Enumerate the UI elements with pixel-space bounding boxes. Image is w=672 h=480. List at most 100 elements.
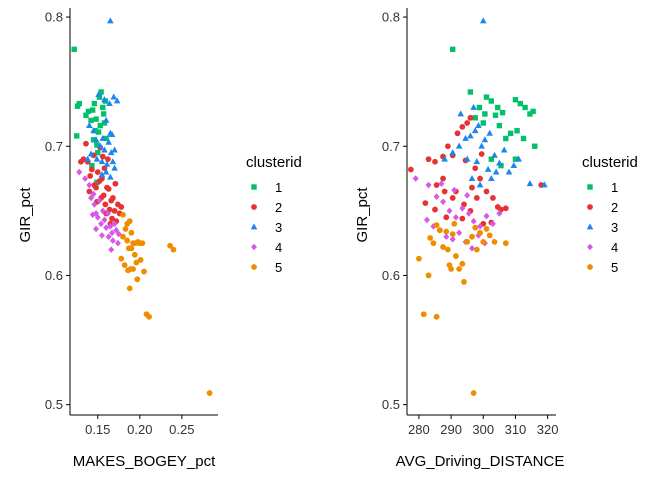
- y-tick-label: 0.6: [382, 268, 400, 283]
- data-point-cluster-5: [133, 259, 140, 266]
- data-point-cluster-5: [473, 246, 480, 253]
- data-point-cluster-4: [440, 198, 447, 206]
- data-point-cluster-2: [440, 175, 446, 182]
- y-axis-title: GIR_pct: [354, 187, 371, 243]
- data-point-cluster-1: [530, 108, 536, 115]
- data-point-cluster-4: [451, 186, 458, 194]
- data-point-cluster-5: [449, 231, 456, 238]
- data-point-cluster-3: [449, 149, 456, 156]
- data-point-cluster-3: [90, 127, 97, 134]
- y-axis-title: GIR_pct: [17, 187, 34, 243]
- data-point-cluster-5: [448, 266, 454, 272]
- data-point-cluster-4: [423, 216, 430, 224]
- data-point-cluster-2: [454, 130, 461, 137]
- data-point-cluster-1: [88, 117, 94, 124]
- data-point-cluster-3: [496, 159, 503, 166]
- data-point-cluster-2: [449, 195, 456, 201]
- data-point-cluster-3: [107, 149, 115, 156]
- data-point-cluster-3: [110, 93, 118, 100]
- x-tick-label: 0.20: [127, 422, 152, 437]
- data-point-cluster-2: [478, 151, 485, 157]
- data-point-cluster-3: [541, 181, 548, 188]
- data-point-cluster-4: [108, 246, 115, 253]
- data-point-cluster-1: [517, 100, 523, 107]
- x-tick-label: 0.25: [169, 422, 194, 437]
- data-point-cluster-4: [99, 207, 106, 215]
- data-point-cluster-2: [100, 192, 107, 199]
- data-point-cluster-4: [94, 214, 101, 221]
- data-point-cluster-1: [83, 112, 89, 118]
- data-point-cluster-5: [128, 229, 135, 236]
- data-point-cluster-2: [407, 166, 414, 173]
- data-point-cluster-4: [114, 239, 121, 247]
- data-point-cluster-3: [93, 155, 101, 162]
- data-point-cluster-2: [99, 175, 105, 182]
- data-point-cluster-4: [90, 190, 97, 198]
- data-point-cluster-2: [87, 173, 94, 179]
- data-point-cluster-4: [107, 223, 114, 230]
- data-point-cluster-3: [108, 131, 116, 138]
- data-point-cluster-3: [462, 134, 469, 141]
- y-tick-label: 0.8: [382, 10, 400, 25]
- data-point-cluster-1: [532, 143, 538, 149]
- data-point-cluster-3: [102, 168, 110, 175]
- data-point-cluster-4: [109, 229, 116, 237]
- data-point-cluster-4: [109, 237, 116, 244]
- data-point-cluster-4: [483, 212, 490, 220]
- data-point-cluster-3: [510, 162, 518, 169]
- data-point-cluster-1: [488, 98, 495, 104]
- data-point-cluster-5: [470, 390, 477, 396]
- data-point-cluster-1: [90, 107, 96, 113]
- data-point-cluster-4: [96, 197, 103, 204]
- data-point-cluster-1: [100, 104, 106, 111]
- data-point-cluster-1: [103, 135, 109, 142]
- data-point-cluster-4: [88, 194, 95, 202]
- data-point-cluster-4: [456, 229, 463, 237]
- data-point-cluster-2: [483, 188, 490, 195]
- data-point-cluster-4: [443, 233, 450, 240]
- data-point-cluster-3: [98, 158, 106, 165]
- data-point-cluster-3: [492, 168, 500, 175]
- x-tick-label: 0.15: [85, 422, 110, 437]
- legend-label: 2: [611, 200, 618, 215]
- legend-key-2: [251, 204, 257, 210]
- data-point-cluster-2: [432, 206, 438, 213]
- data-point-cluster-3: [111, 146, 118, 153]
- data-point-cluster-4: [104, 210, 111, 217]
- data-point-cluster-2: [105, 185, 112, 192]
- data-point-cluster-5: [440, 244, 446, 250]
- data-point-cluster-3: [479, 17, 487, 24]
- data-point-cluster-2: [494, 204, 501, 210]
- scatter-panel-makes-bogey: 0.5 0.6 0.7 0.8 0.15 0.20 0.25 MAKES_BOGEY_pct…: [17, 8, 302, 470]
- data-point-cluster-1: [85, 108, 92, 115]
- data-point-cluster-4: [470, 217, 477, 225]
- data-point-cluster-1: [496, 122, 503, 129]
- data-point-cluster-1: [76, 100, 82, 107]
- data-point-cluster-4: [477, 223, 484, 230]
- data-point-cluster-4: [465, 210, 472, 217]
- data-point-cluster-3: [500, 146, 508, 153]
- legend-key-1: [587, 184, 593, 190]
- data-point-cluster-5: [486, 232, 493, 239]
- data-point-cluster-1: [480, 120, 486, 126]
- x-axis-title: MAKES_BOGEY_pct: [73, 453, 216, 470]
- data-point-cluster-1: [507, 130, 514, 137]
- data-point-cluster-3: [106, 100, 113, 107]
- data-point-cluster-4: [76, 168, 83, 176]
- y-tick-label: 0.8: [45, 10, 63, 25]
- data-point-cluster-1: [512, 156, 519, 162]
- data-point-cluster-2: [502, 205, 509, 212]
- data-point-cluster-5: [139, 240, 146, 247]
- data-point-cluster-4: [425, 181, 432, 189]
- data-point-cluster-1: [527, 111, 533, 117]
- data-point-cluster-4: [93, 225, 100, 233]
- legend-label: 2: [275, 200, 282, 215]
- data-point-cluster-2: [432, 158, 438, 165]
- data-point-cluster-2: [425, 156, 432, 163]
- data-point-cluster-2: [94, 169, 101, 175]
- data-point-cluster-4: [452, 214, 459, 221]
- data-point-cluster-5: [456, 266, 463, 272]
- data-point-cluster-1: [100, 111, 107, 117]
- data-point-cluster-5: [128, 245, 135, 252]
- data-point-cluster-1: [101, 120, 108, 126]
